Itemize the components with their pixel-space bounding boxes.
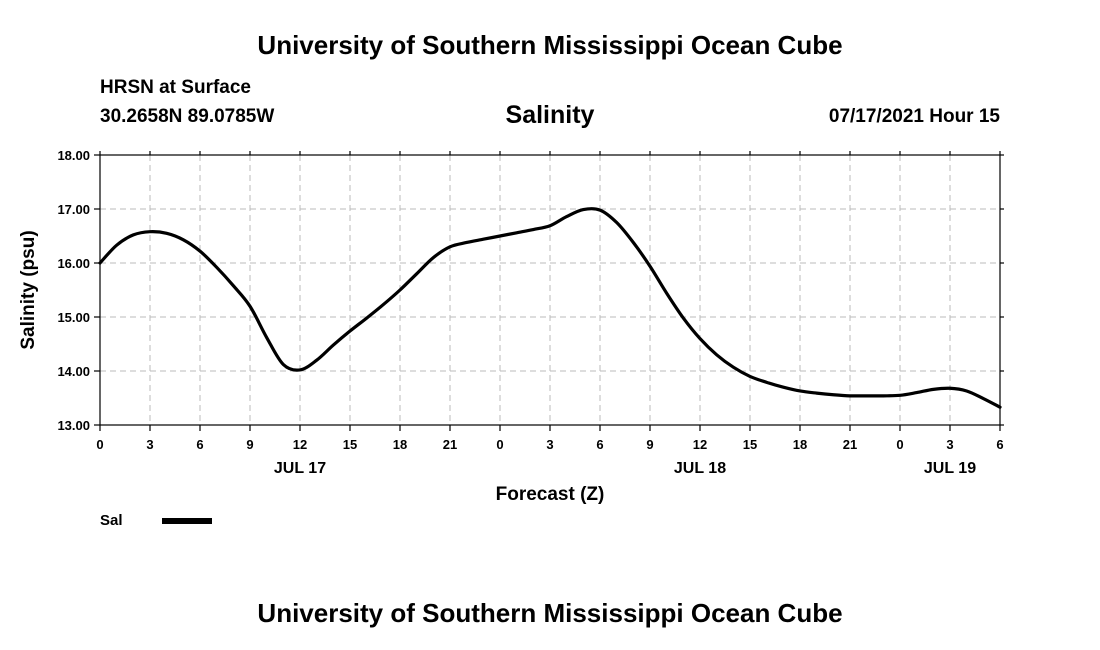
grid-lines <box>100 155 1000 425</box>
x-tick-label: 0 <box>896 437 903 452</box>
x-tick-label: 3 <box>546 437 553 452</box>
x-tick-label: 3 <box>946 437 953 452</box>
y-tick-label: 14.00 <box>57 364 90 379</box>
x-tick-label: 6 <box>996 437 1003 452</box>
page-title: University of Southern Mississippi Ocean… <box>257 30 843 60</box>
x-tick-label: 15 <box>343 437 357 452</box>
x-tick-label: 18 <box>793 437 807 452</box>
y-tick-label: 18.00 <box>57 148 90 163</box>
date-label: JUL 18 <box>674 460 726 477</box>
x-tick-label: 21 <box>443 437 457 452</box>
station-coordinates: 30.2658N 89.0785W <box>100 106 275 127</box>
x-tick-label: 9 <box>646 437 653 452</box>
forecast-run-time: 07/17/2021 Hour 15 <box>828 106 1000 127</box>
y-axis-tick-labels: 13.00 14.00 15.00 16.00 17.00 18.00 <box>57 148 90 433</box>
chart-title: Salinity <box>505 101 595 129</box>
x-tick-label: 0 <box>496 437 503 452</box>
y-tick-label: 16.00 <box>57 256 90 271</box>
y-axis-label: Salinity (psu) <box>18 230 39 349</box>
date-label: JUL 17 <box>274 460 326 477</box>
date-label: JUL 19 <box>924 460 976 477</box>
x-tick-label: 12 <box>693 437 707 452</box>
x-tick-label: 3 <box>146 437 153 452</box>
footer-title: University of Southern Mississippi Ocean… <box>257 598 843 628</box>
station-label: HRSN at Surface <box>100 77 251 98</box>
x-tick-label: 6 <box>596 437 603 452</box>
legend-label-sal: Sal <box>100 512 123 529</box>
x-axis-date-labels: JUL 17 JUL 18 JUL 19 <box>274 460 976 477</box>
legend: Sal <box>100 512 212 529</box>
y-tick-label: 17.00 <box>57 202 90 217</box>
y-tick-label: 15.00 <box>57 310 90 325</box>
series-line-sal <box>98 206 1002 409</box>
x-axis-label: Forecast (Z) <box>496 484 605 505</box>
x-tick-label: 15 <box>743 437 757 452</box>
x-tick-label: 18 <box>393 437 407 452</box>
x-axis-tick-labels: 0 3 6 9 12 15 18 21 0 3 6 9 12 15 18 21 0 3 6 <box>96 437 1003 452</box>
x-tick-label: 21 <box>843 437 857 452</box>
x-tick-label: 9 <box>246 437 253 452</box>
axis-ticks <box>94 151 1004 431</box>
x-tick-label: 6 <box>196 437 203 452</box>
x-tick-label: 12 <box>293 437 307 452</box>
y-tick-label: 13.00 <box>57 418 90 433</box>
x-tick-label: 0 <box>96 437 103 452</box>
